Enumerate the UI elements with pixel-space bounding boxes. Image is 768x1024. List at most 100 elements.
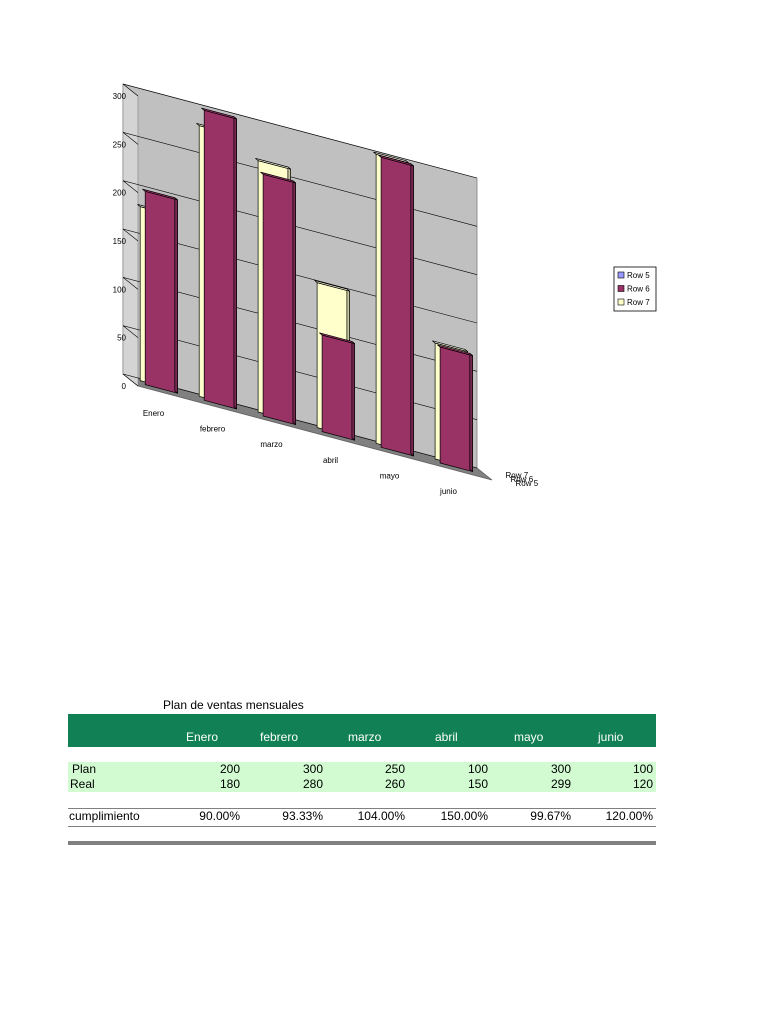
bar-top <box>260 171 296 184</box>
real-value: 260 <box>384 777 405 791</box>
bar-side <box>351 340 355 441</box>
cumplimiento-value: 90.00% <box>199 809 240 823</box>
row-band-plan <box>68 762 656 777</box>
gridline-side <box>122 180 139 193</box>
cumplimiento-value: 104.00% <box>357 809 405 823</box>
row-label-cumplimiento: cumplimiento <box>69 809 140 823</box>
gridline <box>122 228 478 324</box>
y-tick-label: 50 <box>117 334 126 343</box>
cumplimiento-value: 93.33% <box>282 809 323 823</box>
bar-top <box>319 332 355 344</box>
bar <box>319 332 355 441</box>
gridline-side <box>122 83 139 97</box>
gridline-side <box>122 132 139 145</box>
bar-front <box>321 334 355 441</box>
chart-3d-bar: 0 50 100 150 200 250 300 Enero febrero marzo abri… <box>113 83 657 496</box>
cumplimiento-value: 120.00% <box>605 809 653 823</box>
gridline <box>122 277 478 372</box>
real-value: 120 <box>632 777 653 791</box>
bar <box>142 188 178 394</box>
plan-value: 100 <box>632 762 653 776</box>
real-value: 299 <box>550 777 571 791</box>
table-header-band <box>68 714 656 747</box>
x-tick-label: Enero <box>143 409 165 418</box>
bar-top <box>255 158 291 170</box>
legend-label: Row 7 <box>627 298 650 307</box>
bar-top <box>437 344 473 356</box>
x-tick-label: junio <box>439 487 457 496</box>
bar-top <box>142 188 178 201</box>
header-enero: Enero <box>186 730 219 744</box>
depth-tick-label: Row 6 <box>511 475 534 484</box>
bar-top <box>314 280 350 292</box>
x-tick-label: marzo <box>260 440 283 449</box>
cumplimiento-value: 150.00% <box>440 809 488 823</box>
bar-top <box>432 340 468 352</box>
bar-front <box>262 173 296 426</box>
legend: Row 5 Row 6 Row 7 <box>613 266 657 312</box>
depth-tick-label: Row 7 <box>506 471 529 480</box>
cumplimiento-value: 99.67% <box>530 809 571 823</box>
x-tick-label: abril <box>323 456 338 465</box>
header-mayo: mayo <box>514 730 544 744</box>
table-divider-top <box>68 808 656 809</box>
x-axis-labels: Enero febrero marzo abril mayo junio <box>143 409 458 496</box>
gridline-side <box>122 277 139 290</box>
plan-value: 200 <box>219 762 240 776</box>
chart-gridlines <box>122 83 478 469</box>
bar-front <box>144 190 178 394</box>
gridline <box>122 83 478 179</box>
x-tick-label: febrero <box>200 425 226 434</box>
real-value: 280 <box>302 777 323 791</box>
header-junio: junio <box>598 730 624 744</box>
y-tick-label: 150 <box>113 237 127 246</box>
row-label-real: Real <box>70 777 95 791</box>
plan-value: 250 <box>384 762 405 776</box>
gridline <box>122 132 478 227</box>
header-abril: abril <box>435 730 458 744</box>
plan-value: 100 <box>467 762 488 776</box>
bar <box>201 107 237 410</box>
real-value: 180 <box>219 777 240 791</box>
legend-swatch <box>617 285 625 292</box>
y-tick-label: 250 <box>113 140 127 149</box>
table-bottom-bar <box>68 841 656 845</box>
table-title: Plan de ventas mensuales <box>163 698 304 712</box>
x-tick-label: mayo <box>380 472 400 481</box>
gridline-side <box>122 373 139 387</box>
chart-bars <box>137 107 473 473</box>
plan-value: 300 <box>550 762 571 776</box>
bar-top <box>378 154 414 167</box>
row-label-plan: Plan <box>72 762 97 776</box>
bar-front <box>203 109 237 410</box>
gridline <box>122 373 478 469</box>
bar-side <box>292 179 296 426</box>
depth-tick-label: Row 5 <box>516 479 539 488</box>
y-tick-label: 300 <box>113 92 127 101</box>
bar-side <box>410 162 414 457</box>
row-band-real <box>68 777 656 792</box>
table-divider-bottom <box>68 826 656 827</box>
y-tick-label: 100 <box>113 285 127 294</box>
bar-front <box>380 156 414 457</box>
bar-side <box>233 115 237 410</box>
bar-front <box>439 346 473 473</box>
gridline-side <box>122 228 139 242</box>
legend-label: Row 5 <box>627 271 650 280</box>
legend-swatch <box>617 298 625 306</box>
bar <box>378 154 414 457</box>
y-axis-ticks: 0 50 100 150 200 250 300 <box>113 92 127 391</box>
bar-side <box>469 352 473 473</box>
plan-value: 300 <box>302 762 323 776</box>
legend-label: Row 6 <box>627 285 650 294</box>
gridline <box>122 180 478 275</box>
gridline-side <box>122 325 139 338</box>
header-febrero: febrero <box>260 730 299 744</box>
bar <box>437 344 473 473</box>
gridline <box>122 325 478 420</box>
bar-top <box>201 107 237 120</box>
legend-swatch <box>617 271 625 279</box>
bar-side <box>174 196 178 394</box>
header-marzo: marzo <box>348 730 382 744</box>
